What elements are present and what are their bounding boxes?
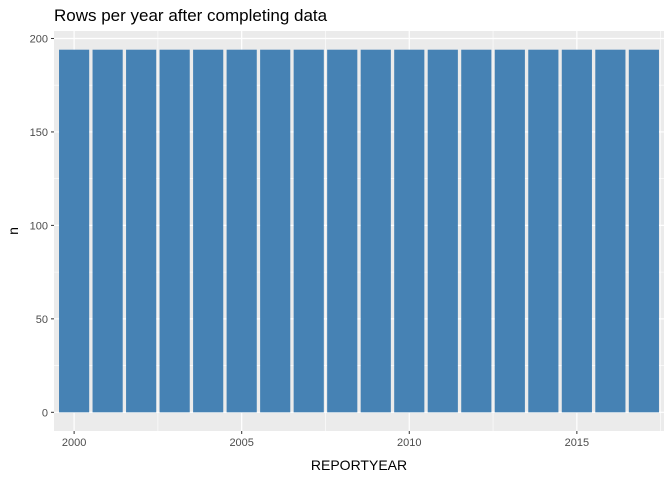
- bar: [59, 49, 90, 413]
- bar: [394, 49, 425, 413]
- axis-ticks: [51, 37, 578, 434]
- x-axis-title: REPORTYEAR: [311, 457, 407, 473]
- bar: [193, 49, 224, 413]
- bar: [561, 49, 592, 413]
- bar: [461, 49, 492, 413]
- bar: [327, 49, 358, 413]
- x-tick-labels: 2000 2005 2010 2015: [62, 437, 589, 449]
- bar: [126, 49, 157, 413]
- y-tick-label: 150: [30, 127, 48, 139]
- bar: [528, 49, 559, 413]
- bars: [59, 49, 659, 413]
- bar: [628, 49, 659, 413]
- bar: [92, 49, 123, 413]
- bar: [595, 49, 626, 413]
- bar: [293, 49, 324, 413]
- x-tick-label: 2005: [229, 437, 253, 449]
- y-tick-labels: 0 50 100 150 200: [30, 33, 48, 419]
- y-tick-label: 100: [30, 220, 48, 232]
- x-tick-label: 2000: [62, 437, 86, 449]
- bar: [494, 49, 525, 413]
- bar: [260, 49, 291, 413]
- y-tick-label: 200: [30, 33, 48, 45]
- bar: [360, 49, 391, 413]
- chart-title: Rows per year after completing data: [54, 6, 328, 25]
- x-tick-label: 2010: [397, 437, 421, 449]
- bar: [159, 49, 190, 413]
- y-tick-label: 50: [36, 314, 48, 326]
- y-tick-label: 0: [42, 407, 48, 419]
- bar: [226, 49, 257, 413]
- x-tick-label: 2015: [565, 437, 589, 449]
- bar: [427, 49, 458, 413]
- y-axis-title: n: [5, 227, 21, 235]
